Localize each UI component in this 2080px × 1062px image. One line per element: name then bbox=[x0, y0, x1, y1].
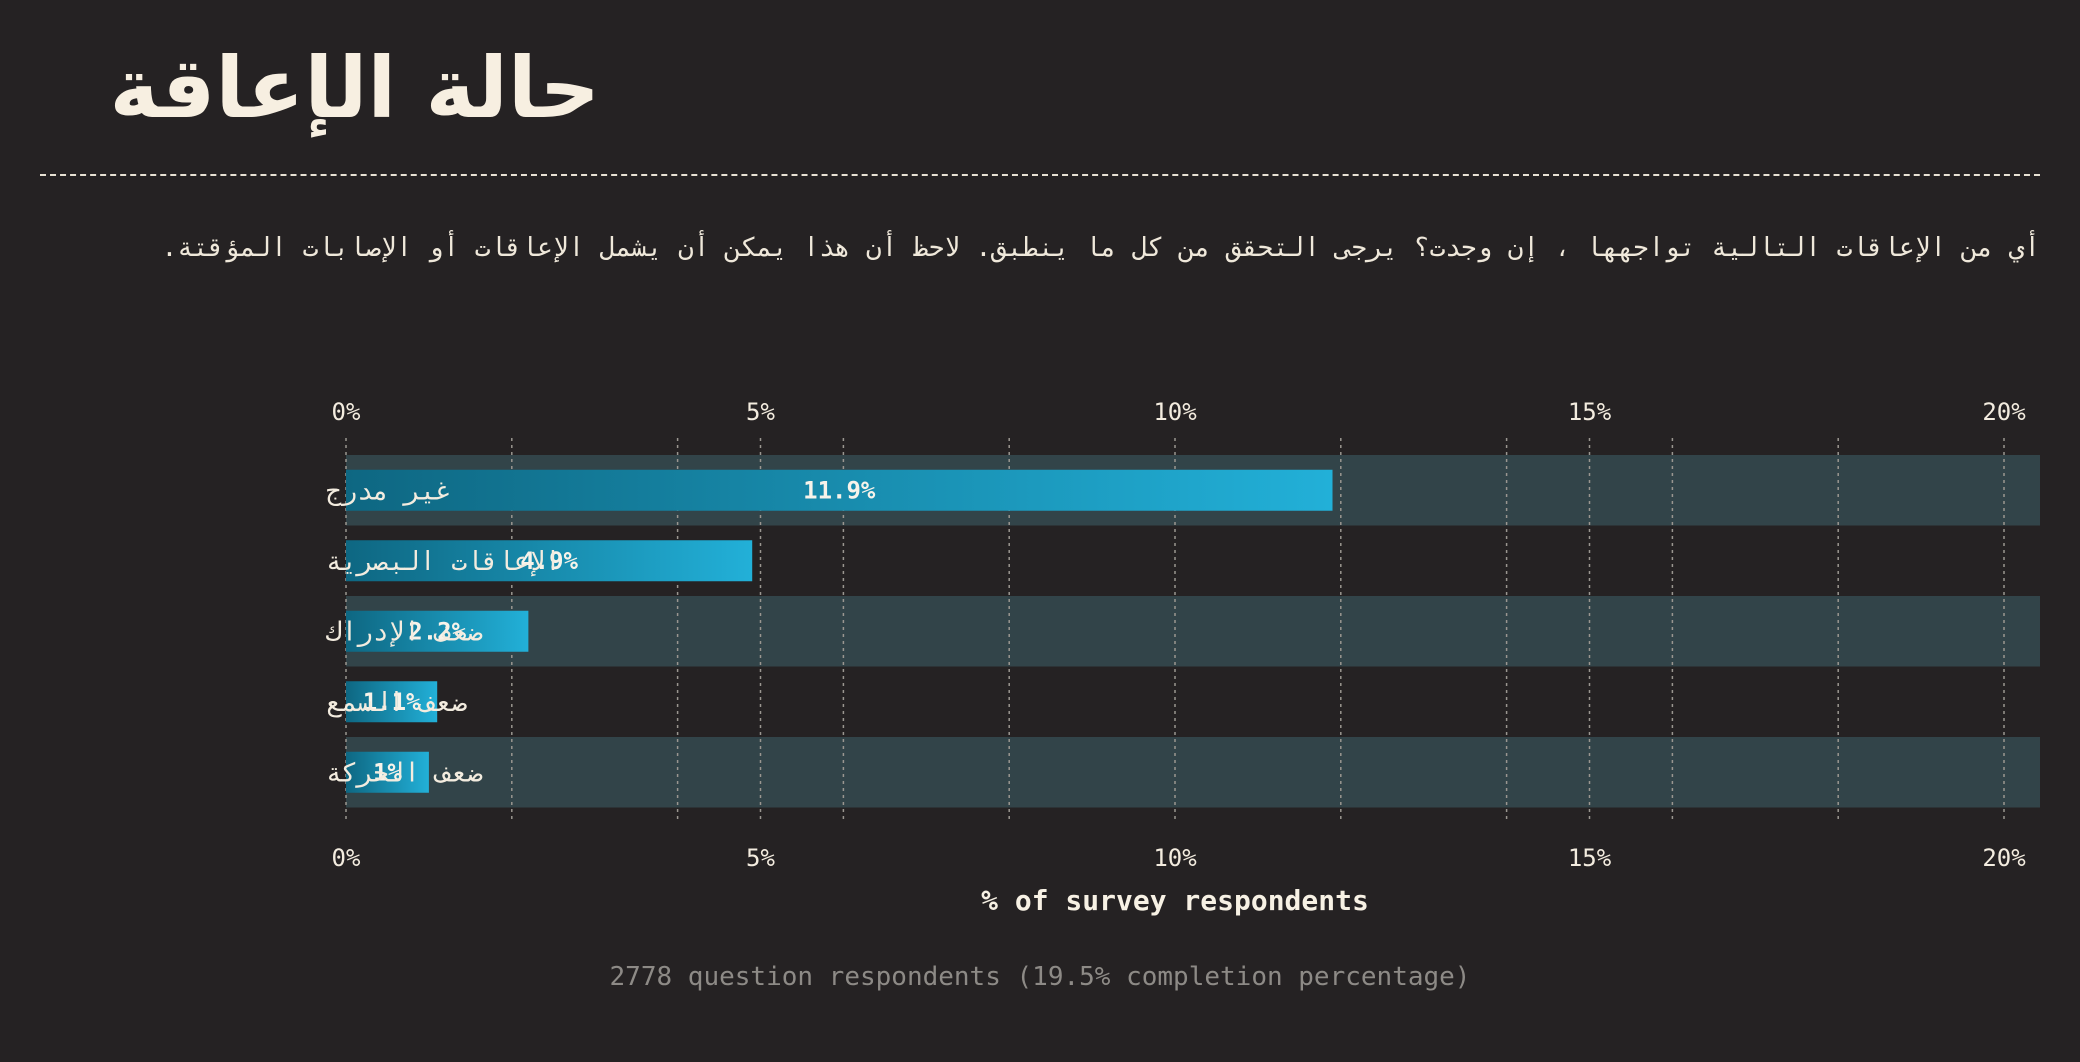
x-axis-bottom-tick: 10% bbox=[1153, 844, 1197, 872]
bar-value-label: 2.2% bbox=[408, 617, 466, 645]
x-axis-bottom-tick: 15% bbox=[1568, 844, 1612, 872]
row-band bbox=[346, 737, 2040, 808]
bar-value-label: 4.9% bbox=[520, 547, 578, 575]
row-band bbox=[346, 596, 2040, 667]
bar-value-label: 1% bbox=[373, 758, 402, 786]
category-label: غير مدرج bbox=[326, 476, 451, 506]
bar bbox=[346, 751, 429, 793]
question-text: أي من الإعاقات التالية تواجهها ، إن وجدت… bbox=[161, 233, 2040, 263]
x-axis-label: % of survey respondents bbox=[981, 884, 1369, 917]
category-label: ضعف السمع bbox=[326, 688, 467, 718]
category-label: ضعف الإدراك bbox=[326, 617, 483, 647]
x-axis-bottom-tick: 5% bbox=[746, 844, 775, 872]
category-label: الإعاقات البصرية bbox=[326, 547, 561, 577]
bar-chart: 11.9% 4.9% 2.2% 1.1% 1% 0% 5% 10% 15% 20% 0% 5% 10… bbox=[326, 398, 2040, 917]
title-divider bbox=[40, 174, 2040, 176]
x-axis-bottom-tick: 0% bbox=[332, 844, 361, 872]
bar bbox=[346, 540, 753, 582]
page-title: حالة الإعاقة bbox=[109, 39, 600, 137]
x-axis-bottom-tick: 20% bbox=[1982, 844, 2026, 872]
x-axis-top-tick: 20% bbox=[1982, 398, 2026, 426]
bar bbox=[346, 681, 438, 723]
x-axis-top-tick: 10% bbox=[1153, 398, 1197, 426]
x-axis-top-tick: 5% bbox=[746, 398, 775, 426]
bar-value-label: 1.1% bbox=[363, 688, 421, 716]
category-label: ضعف الحركة bbox=[326, 758, 483, 788]
respondents-footnote: 2778 question respondents (19.5% complet… bbox=[609, 962, 1471, 992]
bar-value-label: 11.9% bbox=[803, 476, 876, 504]
x-axis-top-tick: 0% bbox=[332, 398, 361, 426]
bar bbox=[346, 610, 529, 652]
x-axis-top-tick: 15% bbox=[1568, 398, 1612, 426]
bar bbox=[346, 469, 1333, 511]
